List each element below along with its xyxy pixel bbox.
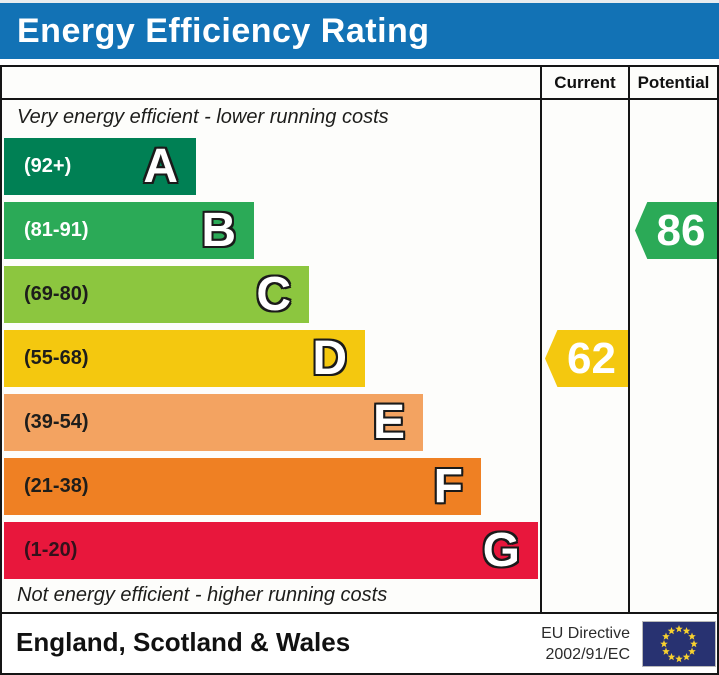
band-f-range: (21-38)	[24, 475, 89, 497]
band-e: (39-54) E	[4, 394, 423, 451]
band-a: (92+) A	[4, 138, 196, 195]
band-g-letter: G	[482, 523, 520, 577]
current-rating-pointer: 62	[545, 330, 628, 387]
top-edge-strip	[0, 0, 719, 3]
potential-rating-value: 86	[656, 205, 706, 255]
band-f: (21-38) F	[4, 458, 481, 515]
band-a-range: (92+)	[24, 155, 72, 177]
current-rating-value: 62	[567, 333, 616, 383]
table-header-row: Current Potential	[2, 67, 717, 100]
eu-directive-line2: 2002/91/EC	[545, 645, 630, 663]
title-bar: Energy Efficiency Rating	[0, 3, 719, 59]
band-c-range: (69-80)	[24, 283, 89, 305]
band-g: (1-20) G	[4, 522, 538, 579]
eu-directive-line1: EU Directive	[541, 624, 630, 642]
band-c: (69-80) C	[4, 266, 309, 323]
current-column-divider	[540, 67, 542, 612]
band-b-letter: B	[201, 203, 236, 257]
band-d-range: (55-68)	[24, 347, 89, 369]
potential-column-divider	[628, 67, 630, 612]
potential-rating-pointer: 86	[635, 202, 717, 259]
eu-directive-label: EU Directive 2002/91/EC	[541, 623, 630, 665]
band-c-letter: C	[256, 267, 291, 321]
footer: England, Scotland & Wales EU Directive 2…	[0, 614, 719, 675]
eu-flag-icon	[642, 620, 716, 667]
region-label: England, Scotland & Wales	[16, 627, 351, 657]
potential-column-header: Potential	[637, 73, 710, 92]
band-f-letter: F	[433, 459, 463, 513]
rating-table: Current Potential Very energy efficient …	[0, 65, 719, 614]
band-e-range: (39-54)	[24, 411, 89, 433]
band-d-letter: D	[312, 331, 347, 385]
band-e-letter: E	[372, 395, 405, 449]
top-caption: Very energy efficient - lower running co…	[17, 106, 389, 128]
band-b: (81-91) B	[4, 202, 254, 259]
band-d: (55-68) D	[4, 330, 365, 387]
current-column-header: Current	[554, 73, 616, 92]
band-b-range: (81-91)	[24, 219, 89, 241]
bottom-caption: Not energy efficient - higher running co…	[17, 584, 388, 606]
page-title: Energy Efficiency Rating	[17, 12, 430, 50]
band-g-range: (1-20)	[24, 539, 78, 561]
band-a-letter: A	[143, 139, 178, 193]
